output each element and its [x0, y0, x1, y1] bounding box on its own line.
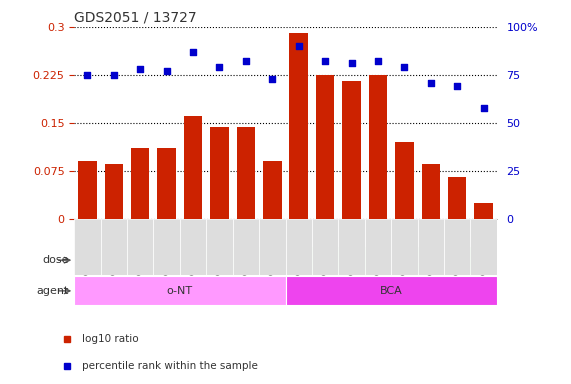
Bar — [100, 219, 127, 275]
Text: 2000 ppm: 2000 ppm — [208, 255, 258, 265]
Point — [242, 58, 251, 65]
Text: percentile rank within the sample: percentile rank within the sample — [82, 361, 258, 371]
Bar — [127, 219, 154, 275]
Point — [373, 58, 383, 65]
Point — [294, 43, 303, 49]
Point — [268, 76, 277, 82]
Bar — [421, 164, 440, 219]
Bar — [448, 177, 467, 219]
Text: 250 mg/l: 250 mg/l — [317, 255, 360, 265]
Bar — [312, 219, 338, 275]
Bar — [74, 219, 100, 275]
Bar — [236, 127, 255, 219]
Bar — [263, 161, 282, 219]
Bar — [475, 203, 493, 219]
Bar — [74, 246, 180, 275]
Text: dose: dose — [42, 255, 69, 265]
Bar — [158, 149, 176, 219]
Bar — [104, 164, 123, 219]
Bar — [259, 219, 286, 275]
Bar — [316, 75, 335, 219]
Bar — [369, 75, 387, 219]
Bar — [444, 219, 471, 275]
Point — [479, 104, 488, 111]
Point — [136, 66, 145, 72]
Bar — [74, 276, 286, 305]
Point — [320, 58, 329, 65]
Bar — [180, 246, 286, 275]
Point — [347, 60, 356, 66]
Bar — [391, 219, 417, 275]
Point — [188, 49, 198, 55]
Bar — [233, 219, 259, 275]
Text: o-NT: o-NT — [167, 286, 193, 296]
Bar — [286, 276, 497, 305]
Bar — [342, 81, 361, 219]
Bar — [417, 219, 444, 275]
Point — [109, 72, 118, 78]
Bar — [395, 142, 413, 219]
Bar — [365, 219, 391, 275]
Bar — [206, 219, 233, 275]
Bar — [444, 246, 497, 275]
Point — [162, 68, 171, 74]
Text: GDS2051 / 13727: GDS2051 / 13727 — [74, 10, 197, 24]
Bar — [184, 116, 202, 219]
Bar — [286, 246, 391, 275]
Text: 1250 ppm: 1250 ppm — [102, 255, 152, 265]
Bar — [338, 219, 365, 275]
Text: agent: agent — [36, 286, 69, 296]
Text: BCA: BCA — [380, 286, 403, 296]
Point — [426, 79, 435, 86]
Bar — [289, 33, 308, 219]
Point — [83, 72, 92, 78]
Bar — [471, 219, 497, 275]
Point — [453, 83, 462, 89]
Bar — [131, 149, 150, 219]
Bar — [210, 127, 229, 219]
Text: 1000 mg/l: 1000 mg/l — [446, 255, 495, 265]
Bar — [286, 219, 312, 275]
Point — [400, 64, 409, 70]
Bar — [391, 246, 444, 275]
Text: 500 mg/l: 500 mg/l — [396, 255, 439, 265]
Bar — [78, 161, 96, 219]
Bar — [180, 219, 206, 275]
Bar — [154, 219, 180, 275]
Point — [215, 64, 224, 70]
Text: log10 ratio: log10 ratio — [82, 334, 139, 344]
